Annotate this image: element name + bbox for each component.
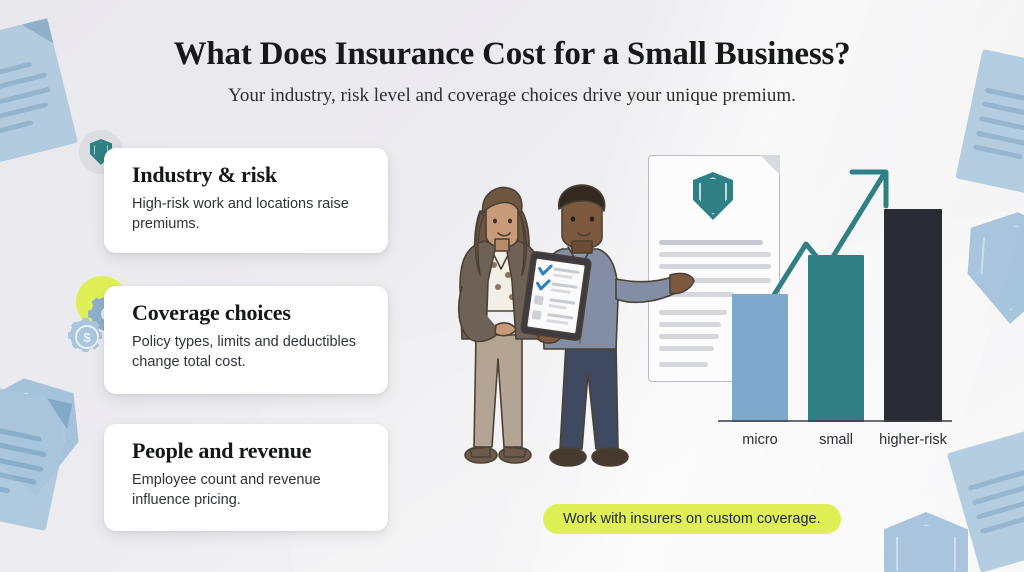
card-1-heading: Industry & risk xyxy=(132,162,277,187)
chart-baseline-axis xyxy=(718,420,952,422)
bar-small xyxy=(808,255,864,422)
callout-badge: Work with insurers on custom coverage. xyxy=(543,504,841,534)
card-1-body: High-risk work and locations raise premi… xyxy=(132,196,349,232)
document-fold-icon xyxy=(760,155,780,175)
card-people-revenue[interactable]: People and revenue Employee count and re… xyxy=(104,424,388,531)
gear-dollar-icon: $ xyxy=(68,318,102,352)
people-illustration xyxy=(457,184,695,467)
card-coverage-choices[interactable]: Coverage choices Policy types, limits an… xyxy=(104,286,388,394)
decor-document-fold-icon xyxy=(41,398,73,430)
card-3-body: Employee count and revenue influence pri… xyxy=(132,472,321,508)
card-2-heading: Coverage choices xyxy=(132,300,291,325)
bar-label-small: small xyxy=(819,432,853,448)
bar-higher-risk xyxy=(884,209,942,422)
page-title: What Does Insurance Cost for a Small Bus… xyxy=(173,36,851,72)
bar-label-higher-risk: higher-risk xyxy=(879,432,947,448)
premium-bar-chart: micro small higher-risk xyxy=(716,150,952,460)
card-industry-risk[interactable]: Industry & risk High-risk work and locat… xyxy=(104,148,388,253)
decor-shield-bottom-right xyxy=(884,512,968,572)
card-2-body: Policy types, limits and deductibles cha… xyxy=(132,334,357,370)
callout-text: Work with insurers on custom coverage. xyxy=(563,511,821,527)
bar-micro xyxy=(732,294,788,422)
card-3-heading: People and revenue xyxy=(132,438,312,463)
page-subtitle: Your industry, risk level and coverage c… xyxy=(228,85,796,106)
bar-label-micro: micro xyxy=(742,432,778,448)
decor-shield-top-right xyxy=(964,209,1024,327)
